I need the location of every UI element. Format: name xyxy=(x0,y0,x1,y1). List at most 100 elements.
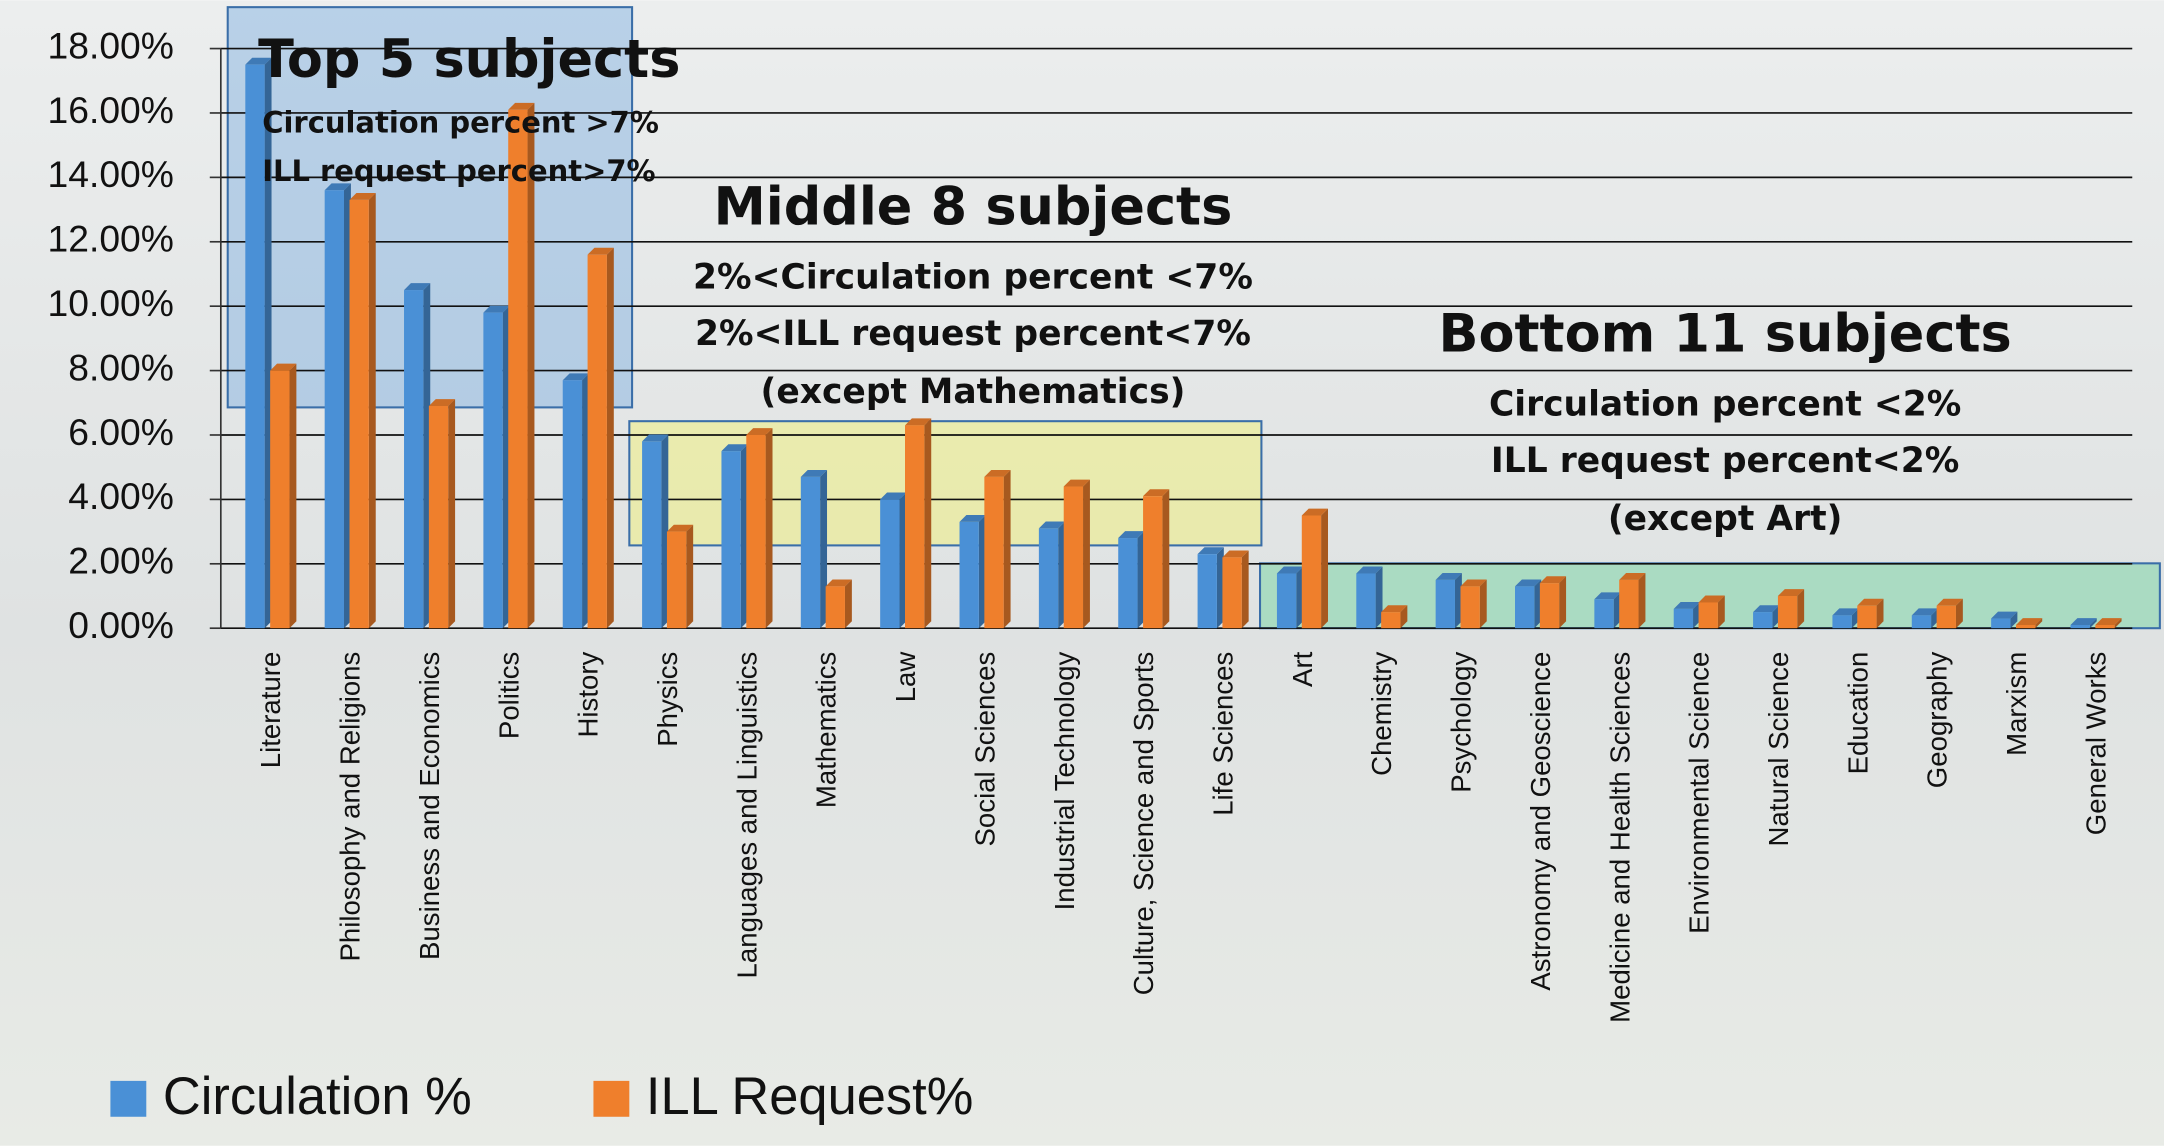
x-tick-label: Psychology xyxy=(1446,651,1477,792)
bar xyxy=(350,200,369,628)
bar xyxy=(642,441,661,628)
x-tick-label: Politics xyxy=(493,652,524,739)
x-tick-label: Marxism xyxy=(2001,652,2032,756)
bar xyxy=(483,313,502,629)
bar xyxy=(1674,609,1693,628)
bar-side xyxy=(1004,470,1011,628)
x-tick-label: Business and Economics xyxy=(414,652,445,960)
bar-side xyxy=(686,525,693,629)
x-tick-label: Geography xyxy=(1922,651,1953,788)
bar-side xyxy=(766,428,773,628)
bar-side xyxy=(1639,573,1646,628)
bar xyxy=(2095,625,2114,628)
bar xyxy=(1064,487,1083,629)
bar-side xyxy=(289,364,296,629)
x-tick-label: Natural Science xyxy=(1763,652,1794,847)
y-tick-label: 18.00% xyxy=(48,24,174,66)
x-tick-label: Law xyxy=(890,652,921,703)
bar-side xyxy=(1480,579,1487,628)
bar xyxy=(960,522,979,628)
x-tick-label: Social Sciences xyxy=(969,652,1000,847)
y-tick-label: 14.00% xyxy=(48,153,174,195)
bar xyxy=(801,477,820,628)
bar xyxy=(1753,612,1772,628)
x-tick-label: Chemistry xyxy=(1366,651,1397,775)
bar-side xyxy=(607,248,614,628)
annotation-line: Circulation percent <2% xyxy=(1489,385,1961,425)
page: {"chart_data": { "type": "bar", "categor… xyxy=(0,0,2164,1146)
bar xyxy=(1515,586,1534,628)
bar xyxy=(588,255,607,629)
x-tick-label: Industrial Technology xyxy=(1049,651,1080,910)
bar xyxy=(1302,515,1321,628)
annotation-line: (except Art) xyxy=(1608,499,1842,539)
bar xyxy=(2016,625,2035,628)
bar xyxy=(1460,586,1479,628)
legend-label: Circulation % xyxy=(163,1068,472,1126)
annotation-title: Top 5 subjects xyxy=(258,29,680,90)
bar xyxy=(1436,580,1455,628)
bar xyxy=(404,290,423,628)
bar xyxy=(905,425,924,628)
bar xyxy=(1937,606,1956,629)
bar-side xyxy=(1321,509,1328,629)
bar-side xyxy=(1083,480,1090,629)
bar-side xyxy=(924,418,931,628)
bar xyxy=(1118,538,1137,628)
y-tick-label: 0.00% xyxy=(68,604,174,646)
annotation-line: (except Mathematics) xyxy=(761,372,1186,412)
x-tick-label: Art xyxy=(1287,651,1318,687)
bar xyxy=(325,190,344,628)
bar-side xyxy=(1242,550,1249,628)
bar-side xyxy=(845,579,852,628)
y-tick-label: 10.00% xyxy=(48,282,174,324)
bar xyxy=(984,477,1003,628)
x-tick-label: Environmental Science xyxy=(1684,652,1715,934)
annotation-title: Middle 8 subjects xyxy=(714,177,1233,238)
bar xyxy=(1778,596,1797,628)
bar xyxy=(1222,557,1241,628)
y-tick-label: 16.00% xyxy=(48,89,174,131)
bar-side xyxy=(448,399,455,628)
x-tick-label: Culture, Science and Sports xyxy=(1128,652,1159,996)
bar xyxy=(746,435,765,628)
bar xyxy=(270,371,289,629)
bar-side xyxy=(369,193,376,628)
annotation-line: 2%<ILL request percent<7% xyxy=(695,314,1251,354)
legend-swatch xyxy=(110,1081,146,1117)
bar xyxy=(1912,615,1931,628)
x-tick-label: Mathematics xyxy=(811,652,842,808)
x-tick-label: Literature xyxy=(255,652,286,769)
bar xyxy=(1198,554,1217,628)
y-tick-label: 2.00% xyxy=(68,540,174,582)
bar xyxy=(1540,583,1559,628)
legend-label: ILL Request% xyxy=(646,1068,973,1126)
bar xyxy=(1832,615,1851,628)
annotation-line: 2%<Circulation percent <7% xyxy=(693,258,1253,298)
bar xyxy=(1857,606,1876,629)
y-tick-label: 12.00% xyxy=(48,218,174,260)
x-tick-label: History xyxy=(573,651,604,737)
x-tick-label: Astronomy and Geoscience xyxy=(1525,652,1556,991)
annotation-line: ILL request percent>7% xyxy=(262,154,655,188)
x-tick-label: Life Sciences xyxy=(1207,652,1238,816)
bar xyxy=(1991,619,2010,629)
bar xyxy=(1277,573,1296,628)
x-tick-label: Languages and Linguistics xyxy=(731,652,762,979)
y-tick-label: 6.00% xyxy=(68,411,174,453)
chart: 0.00% 2.00% 4.00% 6.00% 8.00% 10.00% 12.00% 14.… xyxy=(0,0,2164,1146)
y-tick-label: 8.00% xyxy=(68,346,174,388)
x-tick-label: Medicine and Health Sciences xyxy=(1604,652,1635,1023)
y-tick-label: 4.00% xyxy=(68,475,174,517)
legend-swatch xyxy=(593,1081,629,1117)
x-tick-label: General Works xyxy=(2080,652,2111,836)
x-tick-label: Philosophy and Religions xyxy=(335,652,366,962)
bar xyxy=(880,499,899,628)
annotation-line: ILL request percent<2% xyxy=(1491,441,1959,481)
bar xyxy=(1381,612,1400,628)
x-tick-label: Education xyxy=(1842,652,1873,775)
x-tick-label: Physics xyxy=(652,652,683,747)
annotation-line: Circulation percent >7% xyxy=(262,105,659,139)
bar xyxy=(721,451,740,628)
bar xyxy=(667,532,686,629)
